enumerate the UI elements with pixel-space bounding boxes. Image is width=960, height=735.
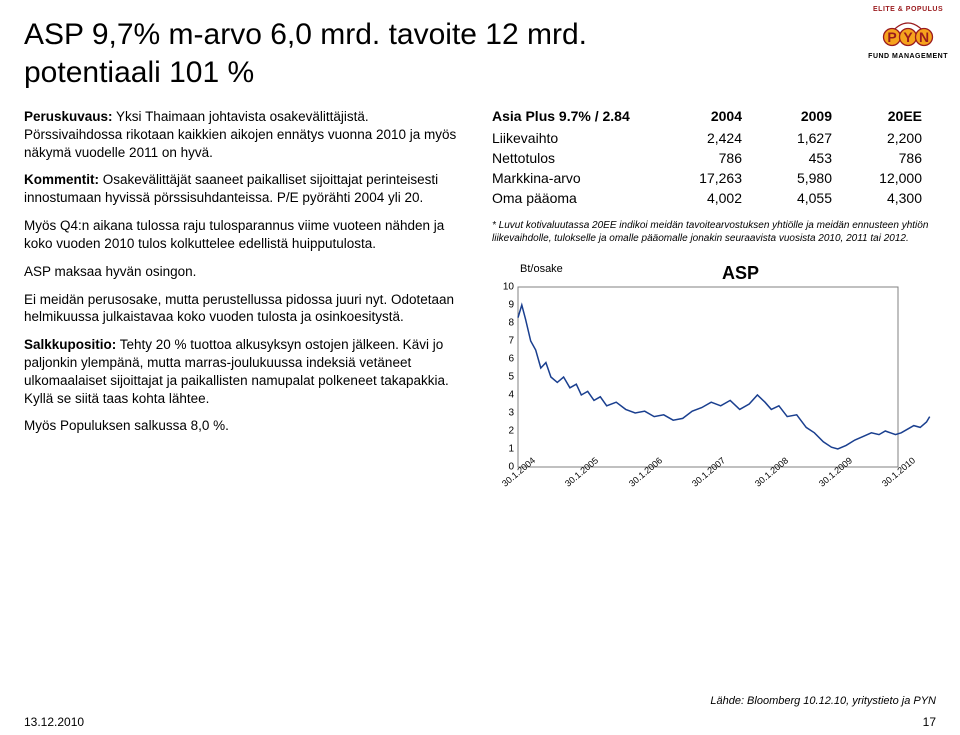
table-cell: 453 xyxy=(742,150,832,166)
chart-title: ASP xyxy=(722,263,759,284)
para-kommentit-4: Ei meidän perusosake, mutta perustelluss… xyxy=(24,291,464,327)
table-cell: 786 xyxy=(652,150,742,166)
table-cell: 2,200 xyxy=(832,130,922,146)
table-cell: Liikevaihto xyxy=(492,130,652,146)
table-row: Nettotulos786453786 xyxy=(492,150,932,166)
th-1: 2004 xyxy=(652,108,742,124)
logo: ELITE & POPULUS P Y N FUND MANAGEMENT xyxy=(868,6,948,60)
ytick: 8 xyxy=(508,318,514,329)
page-title: ASP 9,7% m-arvo 6,0 mrd. tavoite 12 mrd. xyxy=(24,18,936,52)
page-subtitle: potentiaali 101 % xyxy=(24,56,936,90)
para-salkku-2: Myös Populuksen salkussa 8,0 %. xyxy=(24,417,464,435)
th-3: 20EE xyxy=(832,108,922,124)
svg-text:P: P xyxy=(887,29,896,45)
svg-text:Y: Y xyxy=(903,29,913,45)
logo-bottom-text: FUND MANAGEMENT xyxy=(868,53,948,60)
ytick: 3 xyxy=(508,408,514,419)
left-column: Peruskuvaus: Yksi Thaimaan johtavista os… xyxy=(24,108,464,513)
ytick: 6 xyxy=(508,354,514,365)
table-cell: 786 xyxy=(832,150,922,166)
footnote: * Luvut kotivaluutassa 20EE indikoi meid… xyxy=(492,220,932,245)
para-kommentit-3: ASP maksaa hyvän osingon. xyxy=(24,263,464,281)
footer-date: 13.12.2010 xyxy=(24,715,84,729)
para-peruskuvaus: Peruskuvaus: Yksi Thaimaan johtavista os… xyxy=(24,108,464,161)
table-cell: 4,300 xyxy=(832,190,922,206)
chart-ylabel: Bt/osake xyxy=(520,263,563,275)
page: ELITE & POPULUS P Y N FUND MANAGEMENT AS… xyxy=(0,0,960,735)
table-cell: Markkina-arvo xyxy=(492,170,652,186)
ytick: 9 xyxy=(508,300,514,311)
footer-page: 17 xyxy=(923,715,936,729)
label-kommentit: Kommentit: xyxy=(24,172,99,187)
label-peruskuvaus: Peruskuvaus: xyxy=(24,109,113,124)
table-cell: Nettotulos xyxy=(492,150,652,166)
ytick: 2 xyxy=(508,426,514,437)
source-text: Lähde: Bloomberg 10.12.10, yritystieto j… xyxy=(710,695,936,707)
right-column: Asia Plus 9.7% / 2.84 2004 2009 20EE Lii… xyxy=(492,108,932,513)
th-0: Asia Plus 9.7% / 2.84 xyxy=(492,108,652,124)
ytick: 5 xyxy=(508,372,514,383)
table-cell: 5,980 xyxy=(742,170,832,186)
svg-text:N: N xyxy=(919,29,929,45)
ytick: 1 xyxy=(508,444,514,455)
chart-area: 012345678910 xyxy=(518,287,898,467)
table-cell: 17,263 xyxy=(652,170,742,186)
th-2: 2009 xyxy=(742,108,832,124)
table-row: Markkina-arvo17,2635,98012,000 xyxy=(492,170,932,186)
chart: Bt/osake ASP 012345678910 30.1.200430.1.… xyxy=(492,263,922,513)
para-salkku-1: Salkkupositio: Tehty 20 % tuottoa alkusy… xyxy=(24,336,464,407)
content-columns: Peruskuvaus: Yksi Thaimaan johtavista os… xyxy=(24,108,936,513)
table-cell: Oma pääoma xyxy=(492,190,652,206)
para-kommentit-2: Myös Q4:n aikana tulossa raju tulosparan… xyxy=(24,217,464,253)
table-cell: 12,000 xyxy=(832,170,922,186)
ytick: 10 xyxy=(503,282,514,293)
table-cell: 2,424 xyxy=(652,130,742,146)
footer: 13.12.2010 17 xyxy=(24,715,936,729)
chart-xlabels: 30.1.200430.1.200530.1.200630.1.200730.1… xyxy=(518,475,900,505)
para-kommentit-1: Kommentit: Osakevälittäjät saaneet paika… xyxy=(24,171,464,207)
label-salkku: Salkkupositio: xyxy=(24,337,116,352)
logo-icon: P Y N xyxy=(868,15,948,52)
table-header: Asia Plus 9.7% / 2.84 2004 2009 20EE xyxy=(492,108,932,124)
table-row: Liikevaihto2,4241,6272,200 xyxy=(492,130,932,146)
ytick: 7 xyxy=(508,336,514,347)
logo-top-text: ELITE & POPULUS xyxy=(868,6,948,13)
ytick: 4 xyxy=(508,390,514,401)
table-cell: 4,055 xyxy=(742,190,832,206)
table-cell: 4,002 xyxy=(652,190,742,206)
table-body: Liikevaihto2,4241,6272,200Nettotulos7864… xyxy=(492,130,932,206)
table-row: Oma pääoma4,0024,0554,300 xyxy=(492,190,932,206)
table-cell: 1,627 xyxy=(742,130,832,146)
